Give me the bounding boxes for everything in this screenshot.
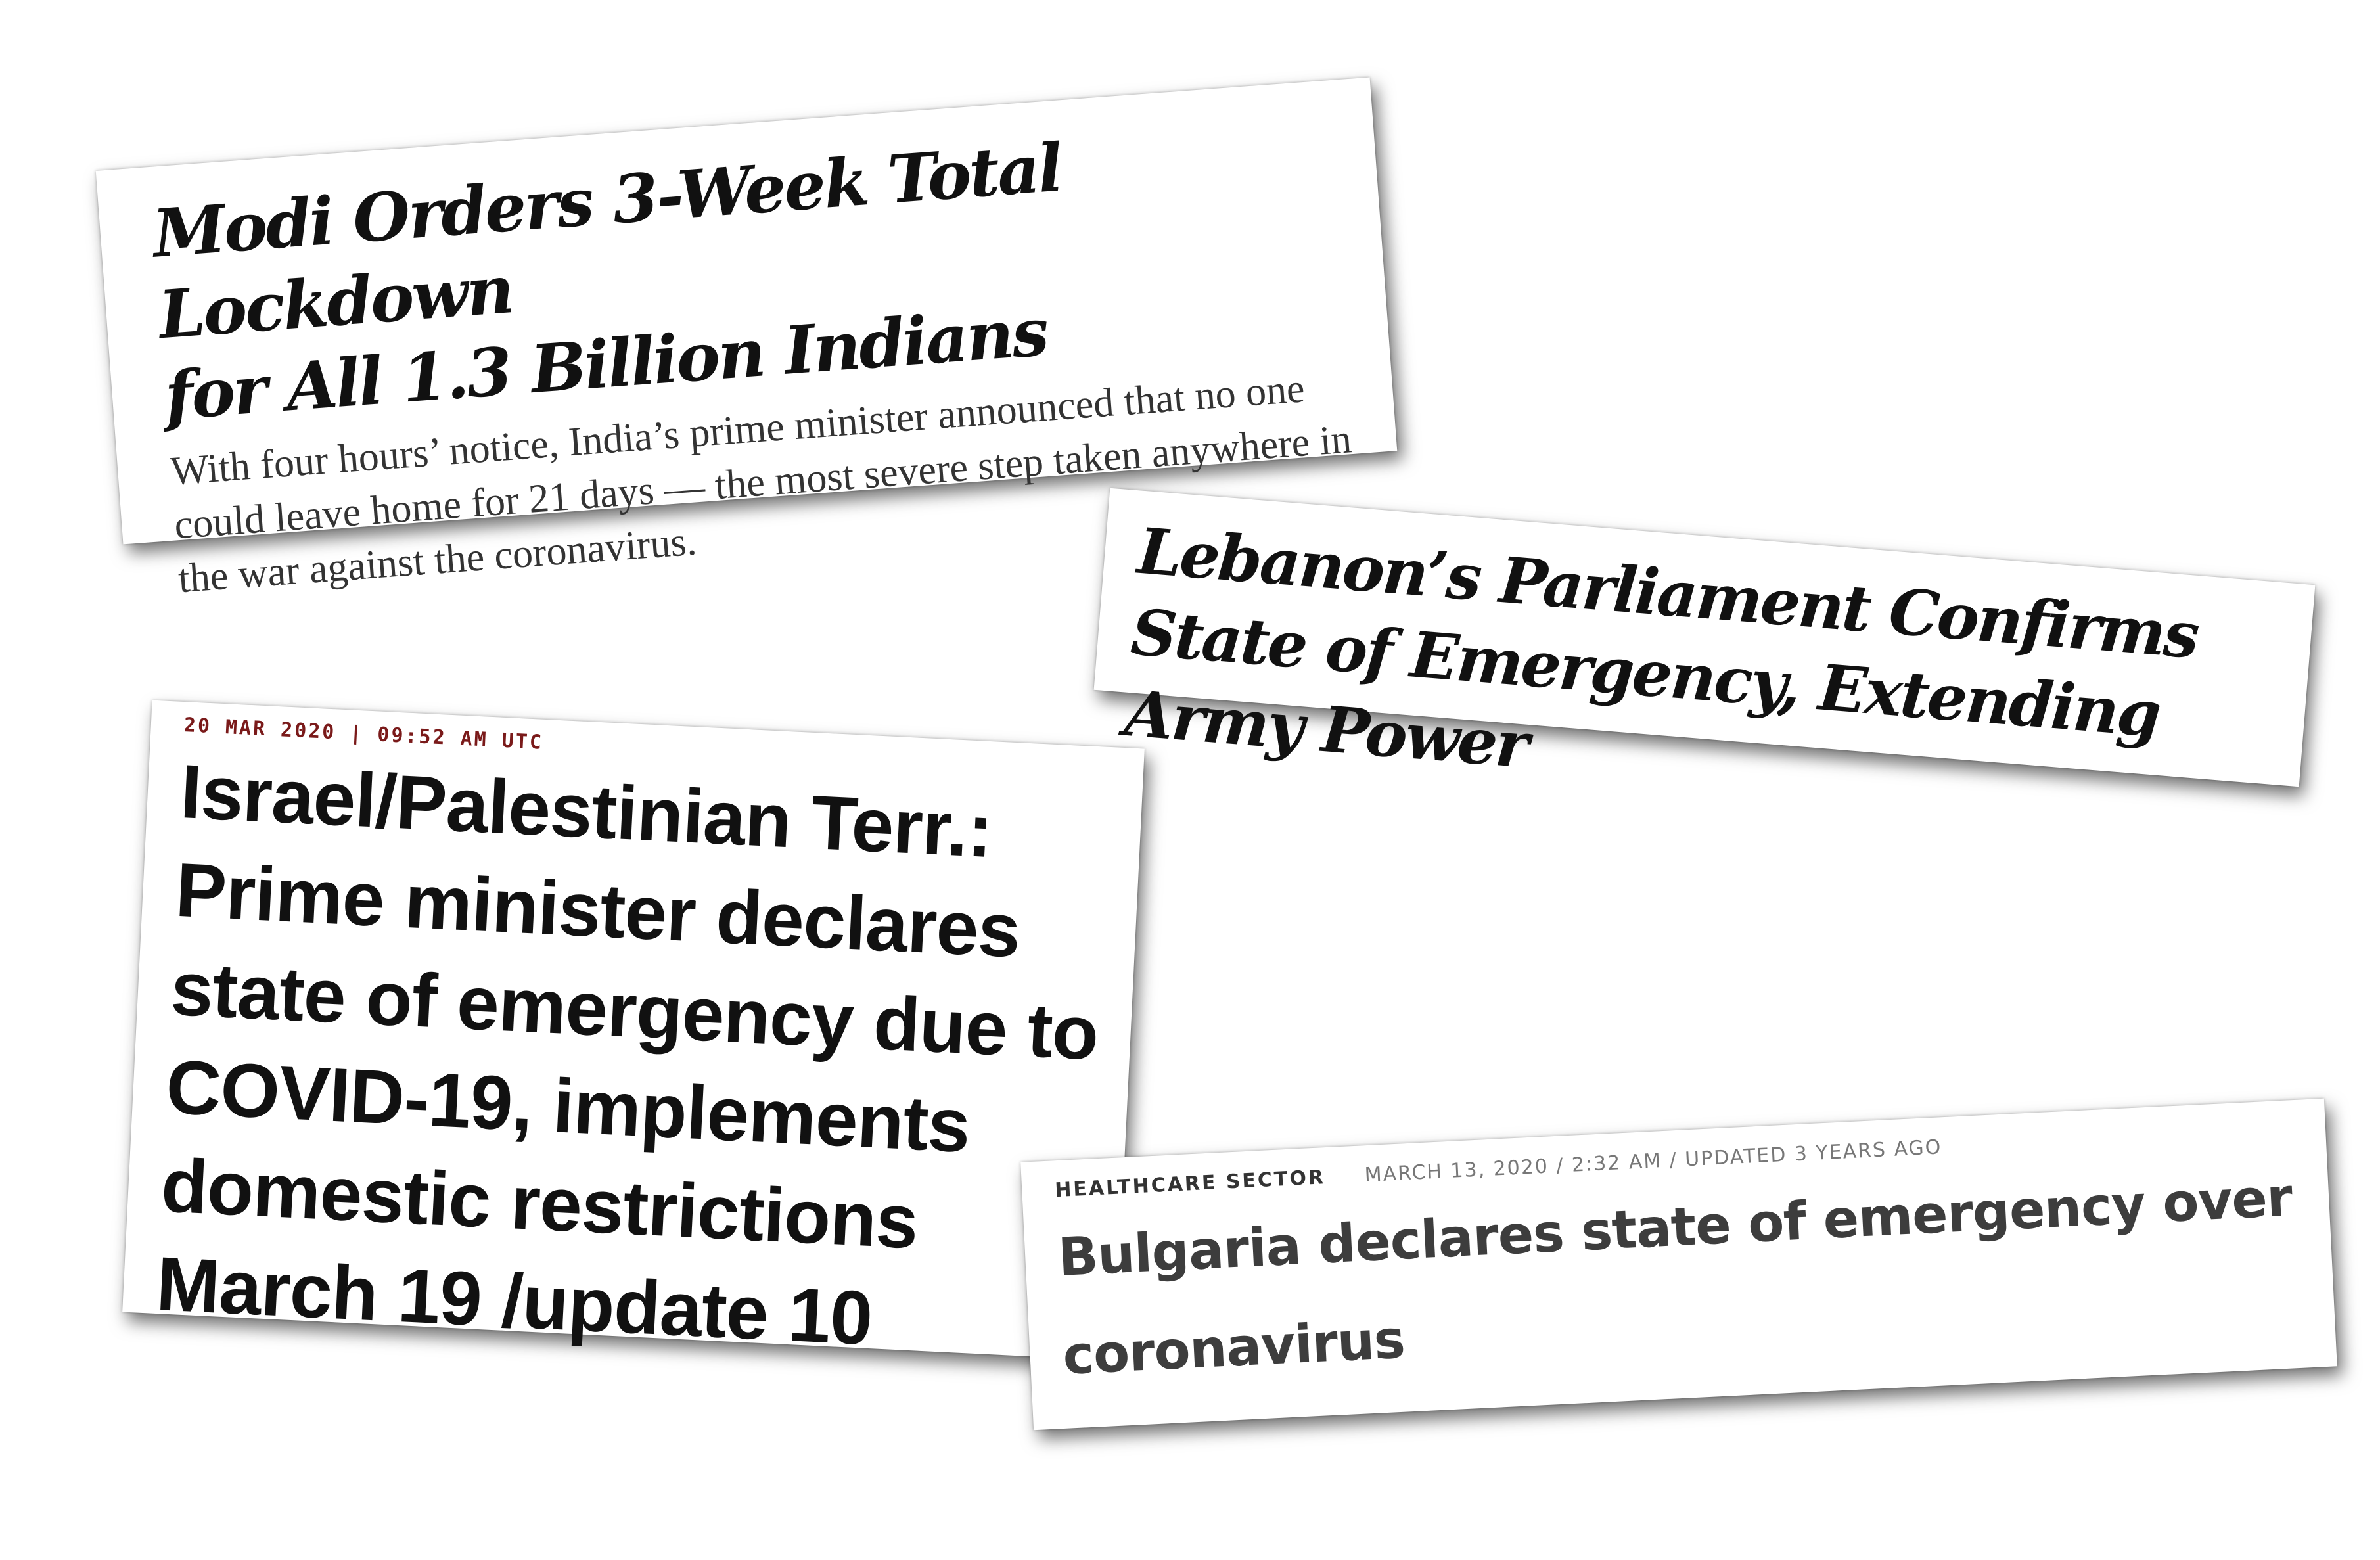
clipping-headline: Lebanon’s Parliament Confirms State of E… <box>1122 513 2201 783</box>
clipping-headline: Israel/Palestinian Terr.: Prime minister… <box>154 748 1101 1362</box>
news-clipping-modi-lockdown: Modi Orders 3-Week Total Lockdown for Al… <box>95 77 1398 601</box>
section-label: HEALTHCARE SECTOR <box>1054 1166 1326 1203</box>
news-clipping-bulgaria-emergency: HEALTHCARE SECTOR MARCH 13, 2020 / 2:32 … <box>1020 1098 2337 1431</box>
news-clipping-lebanon-emergency: Lebanon’s Parliament Confirms State of E… <box>1093 488 2316 787</box>
news-clipping-israel-emergency: 20 MAR 2020 | 09:52 AM UTC Israel/Palest… <box>122 700 1145 1361</box>
